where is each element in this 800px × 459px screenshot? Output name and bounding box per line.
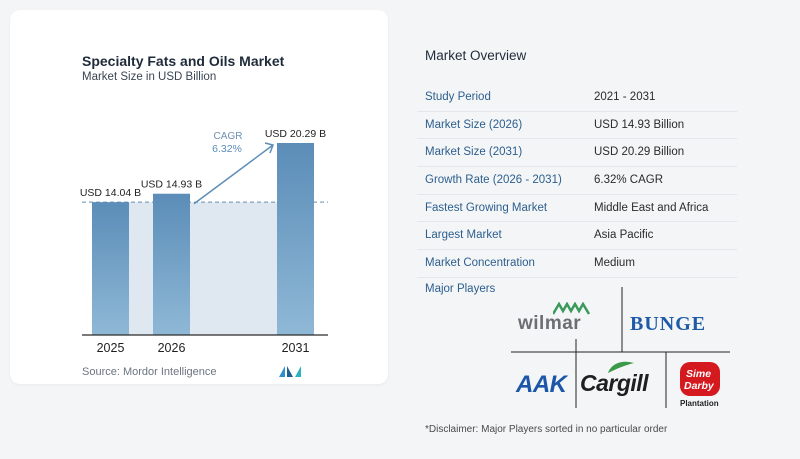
cargill-leaf-icon xyxy=(608,361,634,373)
overview-row-key: Market Size (2031) xyxy=(425,146,523,159)
mordor-logo-icon xyxy=(279,366,301,377)
major-players-label: Major Players xyxy=(425,283,496,295)
overview-row: Fastest Growing Market Middle East and Af… xyxy=(417,195,737,223)
x-tick-label: 2025 xyxy=(97,341,125,355)
cagr-arrow-line xyxy=(193,144,274,205)
overview-row: Market Size (2031) USD 20.29 Billion xyxy=(417,139,737,168)
overview-row-key: Market Concentration xyxy=(425,257,535,270)
overview-row-key: Fastest Growing Market xyxy=(425,201,548,214)
bar-value-label: USD 14.93 B xyxy=(141,179,202,191)
x-tick-label: 2026 xyxy=(158,341,186,355)
overview-row-key: Growth Rate (2026 - 2031) xyxy=(425,174,562,187)
bar-chart: USD 14.04 B 2025 USD 14.93 B 2026 USD 20.29 … xyxy=(80,128,328,355)
overview-row: Study Period 2021 - 2031 xyxy=(417,84,737,112)
overview-row: Market Size (2026) USD 14.93 Billion xyxy=(417,112,737,140)
bar-value-label: USD 14.04 B xyxy=(80,187,141,199)
bar-2025 xyxy=(92,202,129,335)
market-overview-table: Study Period 2021 - 2031 Market Size (2026… xyxy=(417,84,737,278)
source-text: Source: Mordor Intelligence xyxy=(82,366,217,378)
cagr-arrow-head xyxy=(264,142,274,154)
overview-row-value: USD 14.93 Billion xyxy=(594,118,685,131)
overview-row-value: Medium xyxy=(594,257,635,270)
cargill-logo: Cargill xyxy=(580,370,649,396)
sime-darby-badge-icon xyxy=(680,362,720,396)
overview-row: Growth Rate (2026 - 2031) 6.32% CAGR xyxy=(417,167,737,195)
wilmar-swoosh-icon xyxy=(553,302,591,315)
disclaimer: *Disclaimer: Major Players sorted in no … xyxy=(425,424,668,435)
sime-darby-line1: Sime xyxy=(686,368,712,380)
overview-row-key: Study Period xyxy=(425,91,491,103)
aak-logo: AAK xyxy=(516,371,567,398)
overview-row-key: Largest Market xyxy=(425,229,502,242)
chart-subtitle: Market Size in USD Billion xyxy=(82,71,217,83)
overview-row-value: 6.32% CAGR xyxy=(594,174,664,187)
wilmar-logo: wilmar xyxy=(518,313,582,334)
chart-title: Specialty Fats and Oils Market xyxy=(82,53,285,69)
overview-row: Largest Market Asia Pacific xyxy=(417,222,737,251)
sime-darby-line3: Plantation xyxy=(680,399,719,408)
bar-2031 xyxy=(277,143,314,335)
sime-darby-line2: Darby xyxy=(684,380,714,392)
overview-row: Market Concentration Medium xyxy=(417,250,737,278)
bar-value-label: USD 20.29 B xyxy=(265,128,326,140)
cagr-value: 6.32% xyxy=(212,143,242,155)
market-overview-title: Market Overview xyxy=(425,48,527,63)
x-tick-label: 2031 xyxy=(282,341,310,355)
overview-row-key: Market Size (2026) xyxy=(425,118,523,131)
bar-2026 xyxy=(153,193,190,335)
overview-row-value: Asia Pacific xyxy=(594,229,654,242)
overview-row-value: Middle East and Africa xyxy=(594,201,709,214)
overview-row-value: 2021 - 2031 xyxy=(594,91,656,103)
bunge-logo: BUNGE xyxy=(630,313,707,335)
overview-row-value: USD 20.29 Billion xyxy=(594,146,685,159)
cagr-label: CAGR xyxy=(214,131,243,142)
